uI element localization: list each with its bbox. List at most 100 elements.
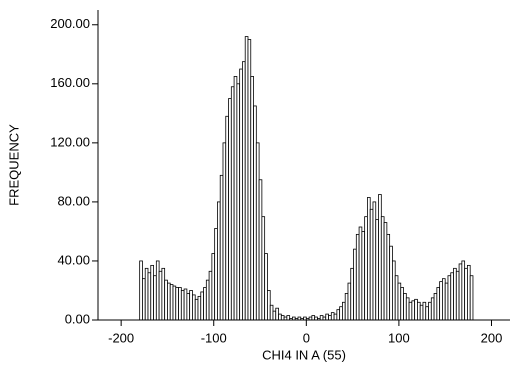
bar xyxy=(311,315,316,321)
bar xyxy=(222,142,227,321)
bar xyxy=(325,313,329,321)
bar xyxy=(230,86,235,321)
bar xyxy=(286,315,291,321)
bar xyxy=(422,301,427,321)
bar xyxy=(375,219,379,321)
bar xyxy=(425,306,429,321)
bar xyxy=(219,174,224,321)
bar xyxy=(467,264,471,321)
bar xyxy=(444,282,449,321)
bar xyxy=(414,298,418,321)
bar xyxy=(264,253,268,321)
x-axis-label: CHI4 IN A (55) xyxy=(262,347,346,362)
x-tick-label: -100 xyxy=(201,330,227,345)
bar xyxy=(464,267,468,321)
bar xyxy=(428,301,432,321)
bar xyxy=(161,267,166,321)
bar xyxy=(200,291,204,321)
bar xyxy=(417,301,421,321)
bar xyxy=(364,216,368,321)
bar xyxy=(403,293,407,321)
bar xyxy=(167,282,171,321)
bar xyxy=(319,315,324,321)
bar xyxy=(205,279,210,321)
bar xyxy=(453,267,457,321)
bar xyxy=(250,76,254,321)
bar xyxy=(253,105,257,321)
bar xyxy=(144,267,149,321)
bar xyxy=(411,300,416,321)
bar xyxy=(280,315,285,321)
bar xyxy=(180,290,185,321)
bar xyxy=(261,216,266,321)
bar xyxy=(233,76,238,321)
bar xyxy=(358,226,363,321)
x-tick-label: -200 xyxy=(108,330,134,345)
bar xyxy=(447,275,452,321)
bar xyxy=(372,201,377,321)
bar xyxy=(439,281,443,321)
bar xyxy=(389,245,393,321)
bar xyxy=(192,294,196,321)
bar xyxy=(369,208,374,321)
bar xyxy=(461,260,466,321)
bar xyxy=(333,313,338,321)
bar xyxy=(272,310,277,321)
bar xyxy=(383,222,388,321)
bar xyxy=(267,290,271,321)
bar xyxy=(153,275,157,321)
bar xyxy=(164,279,168,321)
bar xyxy=(442,278,446,321)
bar xyxy=(175,287,179,321)
bar xyxy=(244,36,249,321)
y-axis-label: FREQUENCY xyxy=(6,124,21,206)
bar xyxy=(419,304,424,321)
y-tick-label: 80.00 xyxy=(57,193,90,208)
bar xyxy=(194,298,199,321)
bar xyxy=(155,260,160,321)
bar xyxy=(378,194,382,321)
bar xyxy=(328,315,332,321)
bar xyxy=(150,264,154,321)
bar xyxy=(258,179,263,321)
bar xyxy=(339,306,343,321)
bar xyxy=(189,290,193,321)
bar xyxy=(214,228,218,321)
x-tick-label: 0 xyxy=(303,330,310,345)
bar xyxy=(142,278,146,321)
bar xyxy=(225,115,229,321)
bar xyxy=(203,287,207,321)
bar xyxy=(397,282,402,321)
bar xyxy=(269,304,274,321)
bar xyxy=(242,61,246,321)
bar xyxy=(275,307,279,321)
bar xyxy=(147,272,152,321)
bar xyxy=(455,270,460,321)
bar xyxy=(408,301,413,321)
bar xyxy=(450,272,454,321)
bar xyxy=(353,248,357,321)
y-tick-label: 160.00 xyxy=(50,75,90,90)
bar xyxy=(361,231,366,321)
x-tick-label: 100 xyxy=(388,330,410,345)
bar xyxy=(394,275,399,321)
bar xyxy=(158,270,163,321)
bar xyxy=(336,309,341,321)
bar xyxy=(239,68,243,321)
y-tick-label: 200.00 xyxy=(50,16,90,31)
bar xyxy=(217,201,221,321)
bar xyxy=(139,260,143,321)
bar xyxy=(355,233,360,321)
bar xyxy=(405,297,410,321)
y-tick-label: 40.00 xyxy=(57,252,90,267)
bar xyxy=(278,313,282,321)
bar xyxy=(469,275,474,321)
y-tick-label: 120.00 xyxy=(50,134,90,149)
bar xyxy=(392,260,396,321)
bar xyxy=(436,287,441,321)
bar xyxy=(400,287,404,321)
bar xyxy=(208,270,213,321)
bar xyxy=(186,293,191,321)
bar xyxy=(178,287,182,321)
